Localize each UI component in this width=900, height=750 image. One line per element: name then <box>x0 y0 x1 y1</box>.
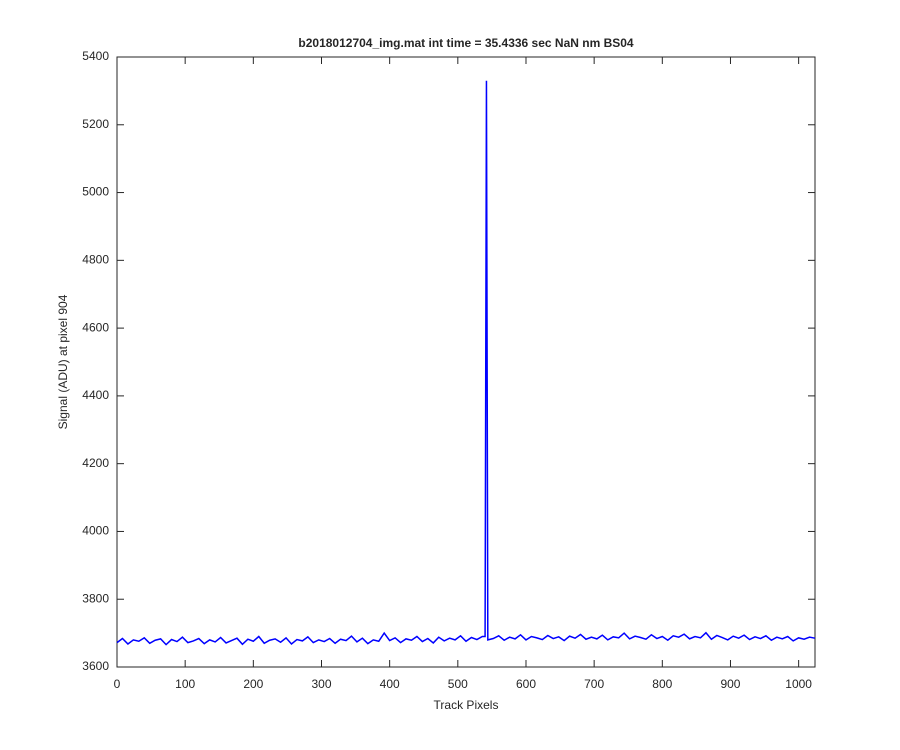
x-tick-label: 700 <box>584 677 604 691</box>
x-tick-label: 500 <box>448 677 468 691</box>
x-tick-label: 800 <box>652 677 672 691</box>
y-tick-label: 3800 <box>82 591 109 605</box>
y-tick-label: 4400 <box>82 388 109 402</box>
x-tick-label: 400 <box>380 677 400 691</box>
chart-title: b2018012704_img.mat int time = 35.4336 s… <box>298 36 634 50</box>
x-tick-label: 0 <box>114 677 121 691</box>
y-tick-label: 4000 <box>82 524 109 538</box>
y-tick-label: 5400 <box>82 49 109 63</box>
x-tick-label: 100 <box>175 677 195 691</box>
y-tick-label: 5000 <box>82 185 109 199</box>
plot-area <box>116 56 816 668</box>
x-tick-label: 300 <box>311 677 331 691</box>
x-tick-label: 600 <box>516 677 536 691</box>
y-axis-label: Signal (ADU) at pixel 904 <box>56 294 70 429</box>
x-tick-label: 200 <box>243 677 263 691</box>
y-tick-label: 3600 <box>82 659 109 673</box>
y-tick-label: 5200 <box>82 117 109 131</box>
x-tick-label: 900 <box>720 677 740 691</box>
x-tick-label: 1000 <box>785 677 812 691</box>
y-tick-label: 4600 <box>82 320 109 334</box>
x-axis-label: Track Pixels <box>434 698 499 712</box>
y-tick-label: 4800 <box>82 253 109 267</box>
data-line <box>116 80 816 646</box>
y-tick-label: 4200 <box>82 456 109 470</box>
